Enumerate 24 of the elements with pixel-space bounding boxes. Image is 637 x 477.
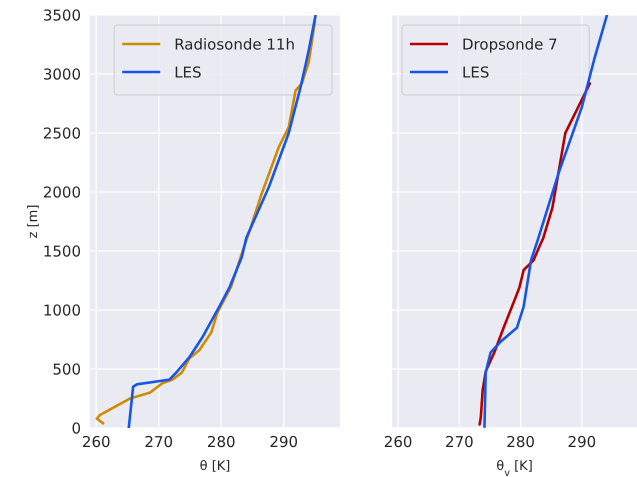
y-tick-label: 0 — [71, 419, 81, 438]
legend-label: LES — [174, 63, 202, 82]
y-axis-title: z [m] — [26, 204, 41, 238]
x-axis-title: θ$_{v}$ [K] — [496, 459, 533, 477]
legend-label: Radiosonde 11h — [174, 35, 295, 54]
y-tick-label: 3000 — [42, 65, 81, 84]
x-axis-title: θ [K] — [200, 459, 230, 474]
y-tick-label: 2500 — [42, 124, 81, 142]
legend-label: Dropsonde 7 — [462, 35, 558, 54]
legend-label: LES — [462, 63, 490, 82]
x-tick-label: 280 — [506, 433, 535, 451]
x-tick-label: 280 — [206, 433, 236, 451]
x-tick-label: 270 — [144, 433, 174, 451]
x-tick-label: 270 — [445, 433, 474, 451]
y-tick-label: 2000 — [42, 183, 81, 202]
x-tick-label: 290 — [269, 433, 298, 451]
y-tick-label: 1500 — [42, 242, 81, 260]
y-tick-label: 500 — [52, 360, 81, 378]
y-tick-label: 1000 — [42, 301, 81, 320]
y-tick-label: 3500 — [42, 6, 81, 24]
x-tick-label: 290 — [568, 433, 596, 451]
line-series — [127, 15, 317, 428]
x-tick-label: 260 — [384, 433, 412, 451]
x-tick-label: 260 — [82, 433, 111, 451]
